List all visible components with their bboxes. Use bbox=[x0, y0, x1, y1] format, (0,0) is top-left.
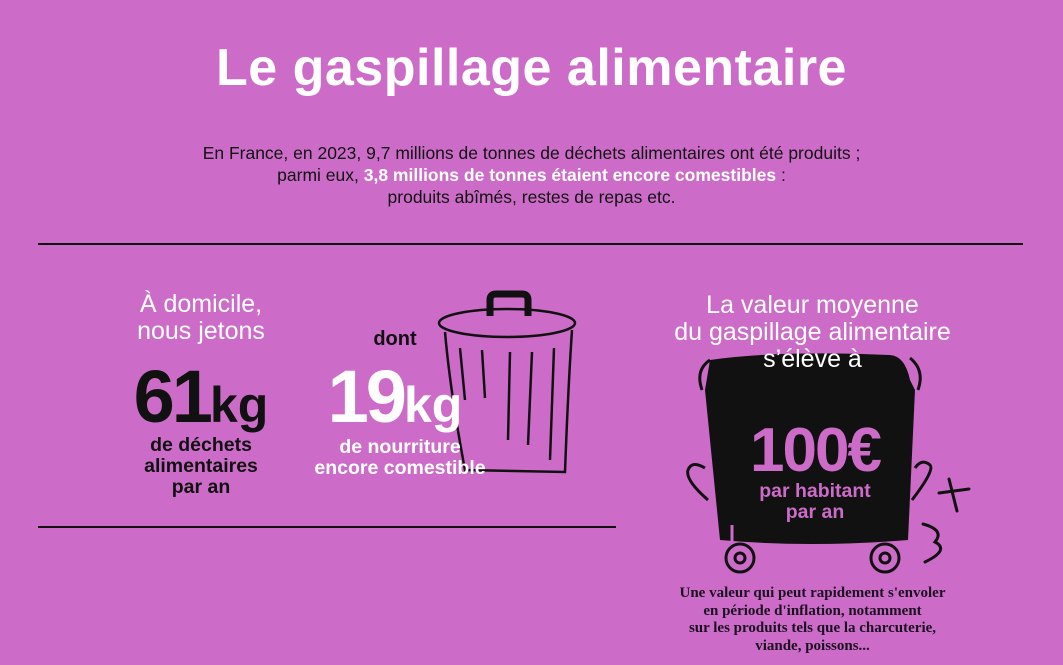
value-amount-desc: par habitant par an bbox=[700, 481, 930, 523]
edible-number: 19 bbox=[327, 355, 407, 438]
total-desc-line-1: de déchets bbox=[150, 434, 252, 456]
intro-line-2-suffix: : bbox=[776, 165, 786, 185]
value-heading: La valeur moyenne du gaspillage alimenta… bbox=[640, 292, 985, 373]
intro-highlight: 3,8 millions de tonnes étaient encore co… bbox=[363, 165, 777, 185]
intro-line-2-prefix: parmi eux, bbox=[277, 165, 364, 185]
home-heading-line-2: nous jetons bbox=[137, 317, 265, 345]
value-heading-line-1: La valeur moyenne bbox=[706, 291, 919, 319]
divider-bottom bbox=[38, 526, 616, 528]
edible-waste-value: 19kg bbox=[300, 360, 490, 434]
dont-label: dont bbox=[373, 328, 417, 350]
plus-doodle-icon bbox=[937, 477, 971, 513]
edible-desc-line-1: de nourriture bbox=[339, 436, 461, 458]
note-line-4: viande, poissons... bbox=[755, 637, 870, 654]
total-waste-value: 61kg bbox=[100, 360, 302, 434]
edible-desc-line-2: encore comestible bbox=[314, 457, 486, 479]
total-waste-desc: de déchets alimentaires par an bbox=[100, 435, 302, 498]
wheelie-bin-icon bbox=[686, 353, 933, 574]
intro-line-1: En France, en 2023, 9,7 millions de tonn… bbox=[202, 143, 861, 163]
value-amount: 100€ bbox=[750, 416, 882, 485]
note-line-3: sur les produits tels que la charcuterie… bbox=[688, 620, 937, 636]
note-line-2: en période d'inflation, notamment bbox=[703, 602, 922, 619]
value-heading-line-3: s’élève à bbox=[763, 345, 862, 373]
total-desc-line-3: par an bbox=[171, 476, 231, 498]
intro-line-2: parmi eux, 3,8 millions de tonnes étaien… bbox=[0, 164, 1063, 186]
trash-can-icon bbox=[437, 290, 577, 474]
amount-desc-line-2: par an bbox=[785, 501, 845, 523]
three-doodle-icon bbox=[921, 522, 943, 564]
home-heading-line-1: À domicile, bbox=[139, 290, 263, 318]
home-heading: À domicile, nous jetons bbox=[100, 291, 302, 345]
edible-waste-desc: de nourriture encore comestible bbox=[290, 437, 510, 479]
intro-text: En France, en 2023, 9,7 millions de tonn… bbox=[0, 142, 1063, 208]
intro-line-3: produits abîmés, restes de repas etc. bbox=[387, 187, 676, 207]
total-unit: kg bbox=[209, 377, 269, 433]
page-title: Le gaspillage alimentaire bbox=[216, 39, 847, 97]
note-line-1: Une valeur qui peut rapidement s'envoler bbox=[679, 585, 946, 601]
edible-unit: kg bbox=[403, 377, 463, 433]
divider-top bbox=[38, 243, 1023, 245]
amount-desc-line-1: par habitant bbox=[759, 480, 871, 502]
value-heading-line-2: du gaspillage alimentaire bbox=[674, 318, 951, 346]
total-desc-line-2: alimentaires bbox=[144, 455, 258, 477]
value-note: Une valeur qui peut rapidement s'envoler… bbox=[640, 585, 985, 655]
total-number: 61 bbox=[133, 355, 213, 438]
